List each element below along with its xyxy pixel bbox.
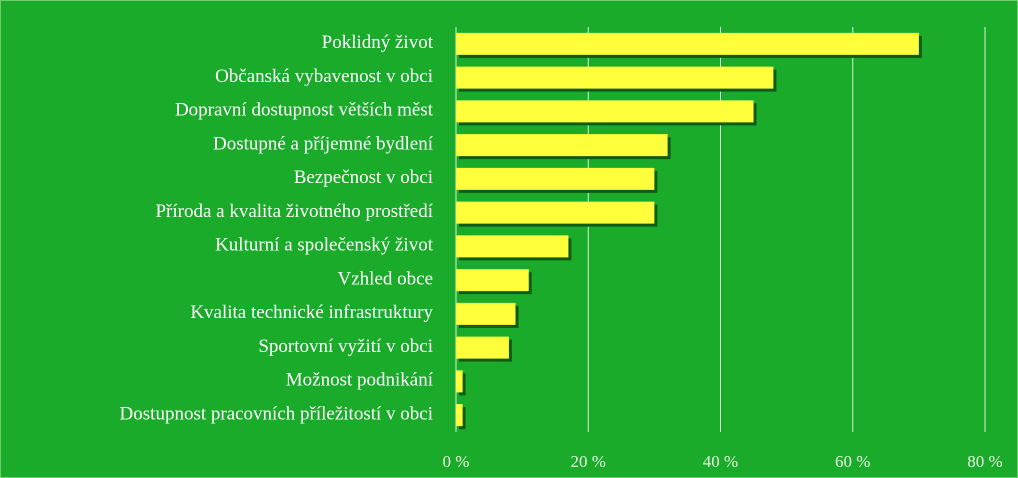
- y-tick-label: Bezpečnost v obci: [294, 167, 433, 188]
- x-tick-label: 0 %: [443, 452, 470, 471]
- y-tick-label: Dostupnost pracovních příležitostí v obc…: [120, 403, 433, 424]
- y-tick-label: Občanská vybavenost v obci: [215, 66, 433, 87]
- bar: [456, 100, 754, 123]
- y-tick-label: Kulturní a společenský život: [215, 235, 434, 256]
- bar: [456, 404, 463, 427]
- bar: [456, 134, 668, 157]
- bar: [456, 235, 569, 258]
- y-tick-label: Dostupné a příjemné bydlení: [213, 133, 434, 154]
- x-tick-label: 80 %: [967, 452, 1002, 471]
- x-tick-label: 40 %: [703, 452, 738, 471]
- bar: [456, 336, 509, 359]
- bar: [456, 167, 655, 190]
- y-tick-label: Sportovní vyžití v obci: [258, 336, 433, 357]
- y-tick-label: Dopravní dostupnost větších měst: [175, 100, 434, 121]
- y-tick-label: Příroda a kvalita životného prostředí: [155, 201, 433, 222]
- x-tick-label: 60 %: [835, 452, 870, 471]
- bar: [456, 269, 529, 292]
- y-tick-label: Možnost podnikání: [286, 370, 434, 391]
- bar: [456, 370, 463, 393]
- y-tick-label: Kvalita technické infrastruktury: [190, 302, 433, 323]
- bar: [456, 201, 655, 224]
- bar: [456, 302, 516, 325]
- y-tick-label: Poklidný život: [322, 32, 434, 53]
- y-tick-label: Vzhled obce: [338, 268, 433, 289]
- bar: [456, 32, 919, 55]
- bar: [456, 66, 774, 89]
- x-tick-label: 20 %: [571, 452, 606, 471]
